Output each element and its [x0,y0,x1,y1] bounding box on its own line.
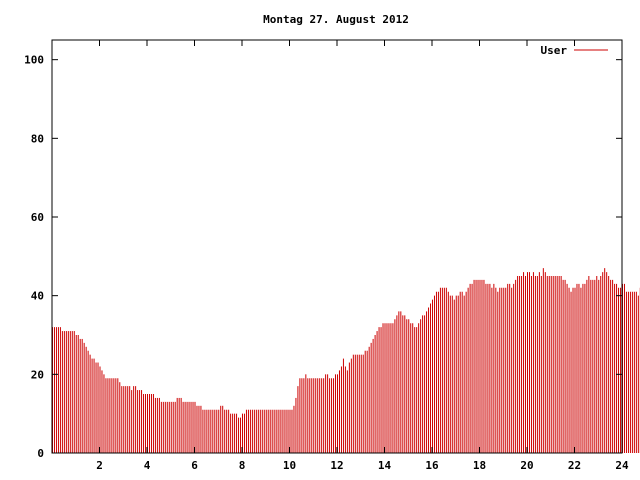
x-tick-label: 20 [520,459,533,472]
y-axis: 0 20 40 60 80 100 [24,54,622,460]
x-tick-label: 10 [283,459,296,472]
bars [52,268,640,453]
x-tick-label: 4 [144,459,151,472]
x-tick-label: 12 [330,459,343,472]
x-tick-label: 14 [378,459,392,472]
x-tick-label: 16 [425,459,439,472]
x-tick-label: 6 [191,459,198,472]
y-tick-label: 60 [31,211,44,224]
x-tick-label: 8 [239,459,246,472]
legend: User [541,44,608,57]
y-tick-label: 40 [31,290,44,303]
chart-title: Montag 27. August 2012 [263,13,409,26]
y-tick-label: 100 [24,54,44,67]
plot-frame [51,39,623,454]
x-tick-label: 18 [473,459,486,472]
legend-label: User [541,44,568,57]
y-tick-label: 0 [37,447,44,460]
x-tick-label: 22 [568,459,581,472]
x-tick-label: 24 [615,459,629,472]
y-tick-label: 80 [31,132,44,145]
x-axis: 2 4 6 8 10 12 14 16 18 20 22 24 [96,40,629,472]
y-tick-label: 20 [31,368,44,381]
x-tick-label: 2 [96,459,103,472]
